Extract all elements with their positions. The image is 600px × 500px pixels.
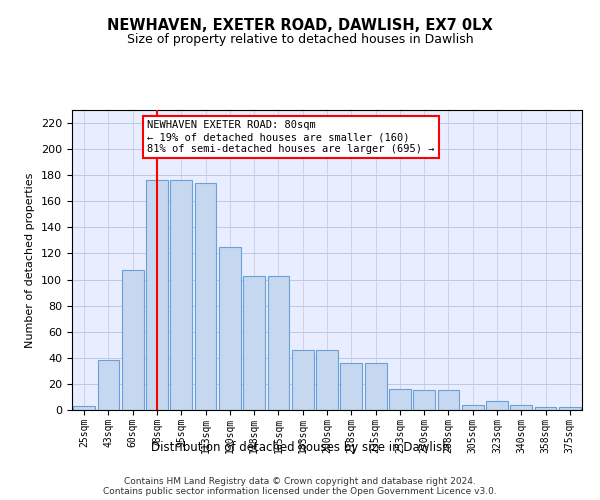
Text: Size of property relative to detached houses in Dawlish: Size of property relative to detached ho…: [127, 32, 473, 46]
Bar: [268, 276, 289, 410]
Bar: [559, 408, 581, 410]
Text: NEWHAVEN, EXETER ROAD, DAWLISH, EX7 0LX: NEWHAVEN, EXETER ROAD, DAWLISH, EX7 0LX: [107, 18, 493, 32]
Bar: [316, 350, 338, 410]
Y-axis label: Number of detached properties: Number of detached properties: [25, 172, 35, 348]
Bar: [170, 180, 192, 410]
Bar: [219, 247, 241, 410]
Bar: [389, 389, 411, 410]
Bar: [413, 390, 435, 410]
Bar: [535, 408, 556, 410]
Bar: [97, 360, 119, 410]
Bar: [292, 350, 314, 410]
Text: Contains HM Land Registry data © Crown copyright and database right 2024.: Contains HM Land Registry data © Crown c…: [124, 476, 476, 486]
Bar: [122, 270, 143, 410]
Bar: [365, 363, 386, 410]
Text: Distribution of detached houses by size in Dawlish: Distribution of detached houses by size …: [151, 441, 449, 454]
Bar: [437, 390, 460, 410]
Bar: [511, 405, 532, 410]
Bar: [194, 183, 217, 410]
Text: NEWHAVEN EXETER ROAD: 80sqm
← 19% of detached houses are smaller (160)
81% of se: NEWHAVEN EXETER ROAD: 80sqm ← 19% of det…: [147, 120, 435, 154]
Bar: [340, 363, 362, 410]
Bar: [243, 276, 265, 410]
Bar: [462, 405, 484, 410]
Bar: [146, 180, 168, 410]
Text: Contains public sector information licensed under the Open Government Licence v3: Contains public sector information licen…: [103, 486, 497, 496]
Bar: [486, 401, 508, 410]
Bar: [73, 406, 95, 410]
